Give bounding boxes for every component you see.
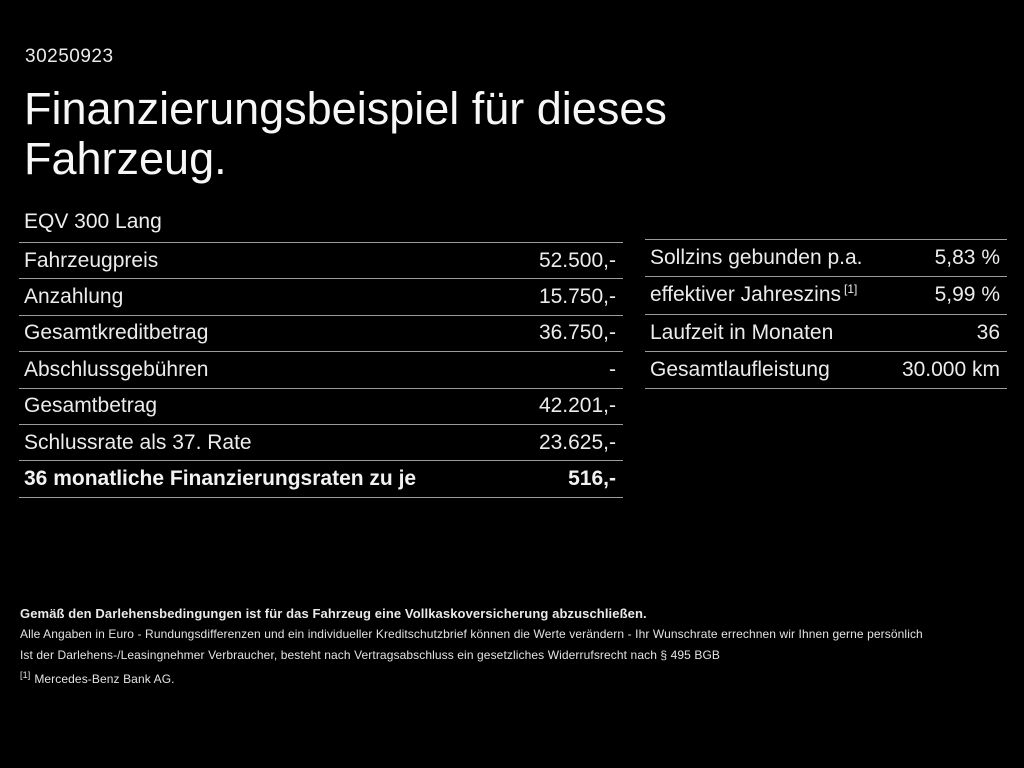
vehicle-model: EQV 300 Lang [24, 210, 162, 233]
row-value: 36 [976, 320, 1000, 344]
row-label: Gesamtlaufleistung [650, 358, 830, 382]
table-row: Anzahlung 15.750,- [19, 278, 623, 314]
row-value: 52.500,- [538, 248, 616, 272]
row-value: - [609, 357, 616, 381]
row-label: Fahrzeugpreis [24, 248, 159, 272]
row-label: Gesamtbetrag [24, 394, 158, 418]
page-title: Finanzierungsbeispiel für dieses Fahrzeu… [24, 83, 667, 184]
row-value: 42.201,- [538, 394, 616, 418]
row-label: Anzahlung [24, 285, 124, 309]
table-row: Schlussrate als 37. Rate 23.625,- [19, 423, 623, 460]
table-row: Gesamtlaufleistung 30.000 km [645, 350, 1007, 388]
table-row: Gesamtkreditbetrag 36.750,- [19, 314, 623, 351]
row-value: 36.750,- [538, 321, 616, 345]
footnote-rounding: Alle Angaben in Euro - Rundungsdifferenz… [20, 627, 923, 641]
row-label: Schlussrate als 37. Rate [24, 430, 252, 454]
table-row: Abschlussgebühren - [19, 351, 623, 387]
row-value: 5,99 % [934, 283, 1000, 307]
footnote-insurance: Gemäß den Darlehensbedingungen ist für d… [20, 606, 647, 621]
row-value: 516,- [568, 467, 616, 491]
row-label: Sollzins gebunden p.a. [650, 246, 863, 270]
row-value: 5,83 % [934, 246, 1000, 270]
table-row: effektiver Jahreszins [1] 5,99 % [645, 276, 1007, 313]
document-number: 30250923 [25, 46, 114, 67]
table-row: Sollzins gebunden p.a. 5,83 % [645, 239, 1007, 276]
row-value: 30.000 km [901, 358, 1000, 382]
table-row: Gesamtbetrag 42.201,- [19, 387, 623, 424]
footnote-reference: [1] [20, 670, 31, 680]
financing-table-right: Sollzins gebunden p.a. 5,83 % effektiver… [645, 239, 1007, 390]
row-label: Laufzeit in Monaten [650, 320, 834, 344]
footnote-withdrawal: Ist der Darlehens-/Leasingnehmer Verbrau… [20, 648, 721, 662]
row-value: 15.750,- [538, 285, 616, 309]
row-label: effektiver Jahreszins [1] [650, 282, 858, 307]
row-label: 36 monatliche Finanzierungsraten zu je [24, 467, 417, 491]
table-row-monthly-rate: 36 monatliche Finanzierungsraten zu je 5… [19, 460, 623, 496]
row-label: Gesamtkreditbetrag [24, 321, 209, 345]
footnote-bank: [1] Mercedes-Benz Bank AG. [20, 670, 175, 687]
row-label: Abschlussgebühren [24, 357, 209, 381]
table-row: Laufzeit in Monaten 36 [645, 313, 1007, 351]
table-row: Fahrzeugpreis 52.500,- [19, 242, 623, 278]
financing-table-left: Fahrzeugpreis 52.500,- Anzahlung 15.750,… [19, 242, 623, 498]
row-value: 23.625,- [538, 430, 616, 454]
footnote-reference: [1] [844, 282, 858, 297]
